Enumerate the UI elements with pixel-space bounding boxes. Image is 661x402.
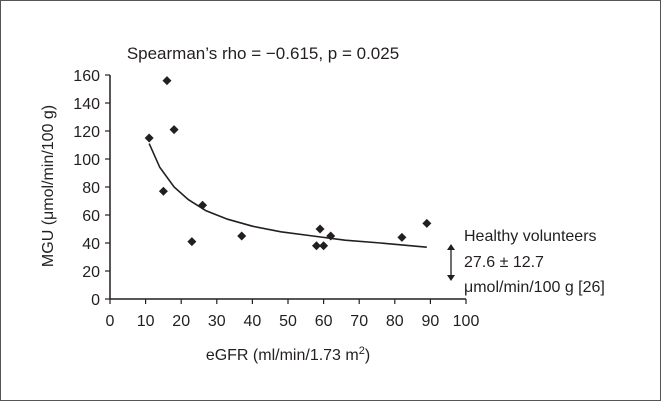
data-point-diamond bbox=[144, 133, 154, 143]
data-point-diamond bbox=[158, 186, 168, 196]
x-tick-label: 100 bbox=[453, 313, 480, 330]
x-tick-label: 80 bbox=[386, 313, 404, 330]
data-points bbox=[144, 76, 432, 251]
x-axis-ticks: 0 10 20 30 40 50 60 70 80 90 100 bbox=[106, 299, 480, 330]
x-axis-label: eGFR (ml/min/1.73 m2) bbox=[206, 345, 370, 364]
data-point-diamond bbox=[198, 200, 208, 210]
x-tick-label: 20 bbox=[172, 313, 190, 330]
x-tick-label: 50 bbox=[279, 313, 297, 330]
range-arrow-down-head bbox=[447, 275, 455, 281]
y-tick-label: 80 bbox=[82, 180, 100, 197]
x-tick-label: 40 bbox=[244, 313, 262, 330]
y-tick-label: 0 bbox=[91, 292, 100, 309]
y-axis-label: MGU (μmol/min/100 g) bbox=[40, 105, 57, 267]
x-tick-label: 70 bbox=[350, 313, 368, 330]
x-axis-label-superscript: 2 bbox=[359, 345, 365, 357]
y-tick-label: 140 bbox=[73, 96, 100, 113]
trendline bbox=[148, 143, 427, 248]
y-tick-label: 20 bbox=[82, 264, 100, 281]
x-tick-label: 60 bbox=[315, 313, 333, 330]
annotation-line-3: μmol/min/100 g [26] bbox=[464, 279, 605, 296]
data-point-diamond bbox=[422, 218, 432, 228]
data-point-diamond bbox=[311, 241, 321, 251]
data-point-diamond bbox=[169, 125, 179, 135]
data-point-diamond bbox=[319, 241, 329, 251]
data-point-diamond bbox=[187, 237, 197, 247]
data-point-diamond bbox=[237, 231, 247, 241]
x-tick-label: 0 bbox=[106, 313, 115, 330]
data-point-diamond bbox=[397, 232, 407, 242]
data-point-diamond bbox=[162, 76, 172, 86]
y-tick-label: 100 bbox=[73, 152, 100, 169]
data-point-diamond bbox=[326, 231, 336, 241]
x-tick-label: 10 bbox=[137, 313, 155, 330]
x-axis-label-main: eGFR (ml/min/1.73 m bbox=[206, 347, 359, 364]
annotation-line-1: Healthy volunteers bbox=[464, 228, 597, 245]
data-point-diamond bbox=[315, 224, 325, 234]
y-tick-label: 120 bbox=[73, 124, 100, 141]
chart-title: Spearman’s rho = −0.615, p = 0.025 bbox=[127, 44, 399, 63]
y-tick-label: 160 bbox=[73, 68, 100, 85]
y-tick-label: 40 bbox=[82, 236, 100, 253]
y-axis-ticks: 0 20 40 60 80 100 120 140 160 bbox=[73, 68, 110, 309]
y-tick-label: 60 bbox=[82, 208, 100, 225]
x-tick-label: 90 bbox=[422, 313, 440, 330]
annotation-line-2: 27.6 ± 12.7 bbox=[464, 254, 544, 271]
x-axis-label-end: ) bbox=[365, 347, 370, 364]
x-tick-label: 30 bbox=[208, 313, 226, 330]
healthy-volunteers-range bbox=[447, 244, 455, 281]
range-arrow-up-head bbox=[447, 244, 455, 250]
